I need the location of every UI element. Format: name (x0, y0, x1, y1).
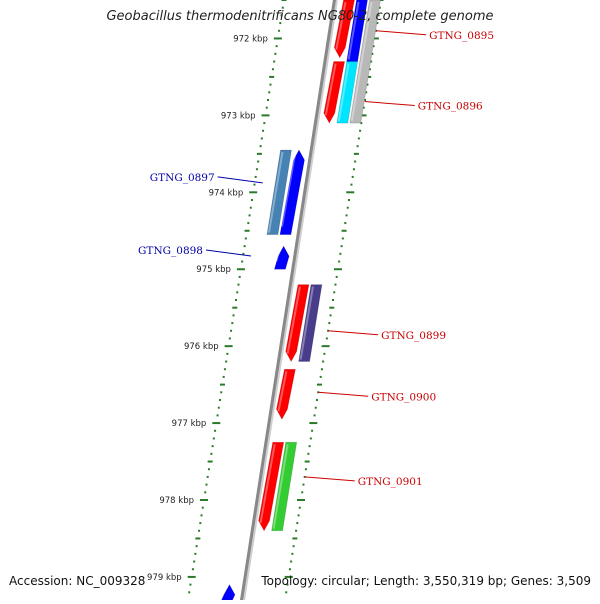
gene-feature (349, 0, 381, 124)
gene-leader-line (376, 30, 427, 36)
kbp-tick-label: 973 kbp (221, 111, 256, 121)
gene-label: GTNG_0897 (150, 172, 215, 184)
gene-highlight (286, 286, 301, 354)
kbp-tick-label: 972 kbp (233, 34, 268, 44)
gene-feature (273, 245, 290, 270)
genome-backbone (239, 0, 336, 604)
kbp-tick-label: 978 kbp (159, 496, 194, 506)
gene-highlight (272, 444, 289, 529)
gene-leader-line (205, 249, 252, 257)
accession-text: Accession: NC_009328 (9, 574, 146, 588)
gene-feature (323, 61, 346, 124)
gene-label: GTNG_0901 (358, 476, 423, 488)
gene-feature (333, 0, 355, 59)
gene-feature (271, 441, 298, 532)
gene-feature (220, 583, 236, 601)
gene-leader-line (318, 391, 369, 397)
gene-highlight (275, 247, 282, 262)
gene-feature (279, 149, 305, 236)
gene-highlight (347, 1, 360, 60)
kbp-tick-label: 975 kbp (196, 265, 231, 275)
gene-highlight (337, 63, 350, 122)
gene-highlight (267, 151, 284, 233)
gene-feature (276, 368, 296, 421)
gene-label: GTNG_0899 (381, 330, 446, 342)
gene-highlight (280, 151, 297, 227)
gene-highlight (259, 444, 276, 523)
gene-leader-line (328, 330, 379, 336)
gene-highlight (335, 1, 347, 50)
gene-feature (336, 61, 359, 124)
kbp-tick-label: 976 kbp (184, 342, 219, 352)
gene-highlight (350, 1, 373, 122)
gene-feature (298, 284, 323, 362)
gene-feature (266, 149, 292, 236)
kbp-tick-label: 979 kbp (147, 573, 182, 583)
genome-title: Geobacillus thermodenitrificans NG80-2, … (106, 9, 494, 24)
gene-leader-line (364, 101, 415, 107)
kbp-tick-label: 977 kbp (172, 419, 207, 429)
gene-highlight (277, 371, 288, 412)
gene-highlight (299, 286, 314, 360)
gene-label: GTNG_0898 (138, 245, 203, 257)
gene-label: GTNG_0895 (429, 30, 494, 42)
kbp-tick-label: 974 kbp (209, 188, 244, 198)
gene-label: GTNG_0900 (371, 391, 436, 403)
gene-leader-line (304, 476, 355, 482)
genome-summary-text: Topology: circular; Length: 3,550,319 bp… (261, 574, 591, 588)
gene-label: GTNG_0896 (418, 101, 483, 113)
gene-highlight (222, 586, 227, 593)
gene-feature (258, 441, 285, 532)
gene-leader-line (217, 176, 263, 184)
gene-feature (285, 284, 310, 363)
gene-highlight (324, 63, 337, 116)
